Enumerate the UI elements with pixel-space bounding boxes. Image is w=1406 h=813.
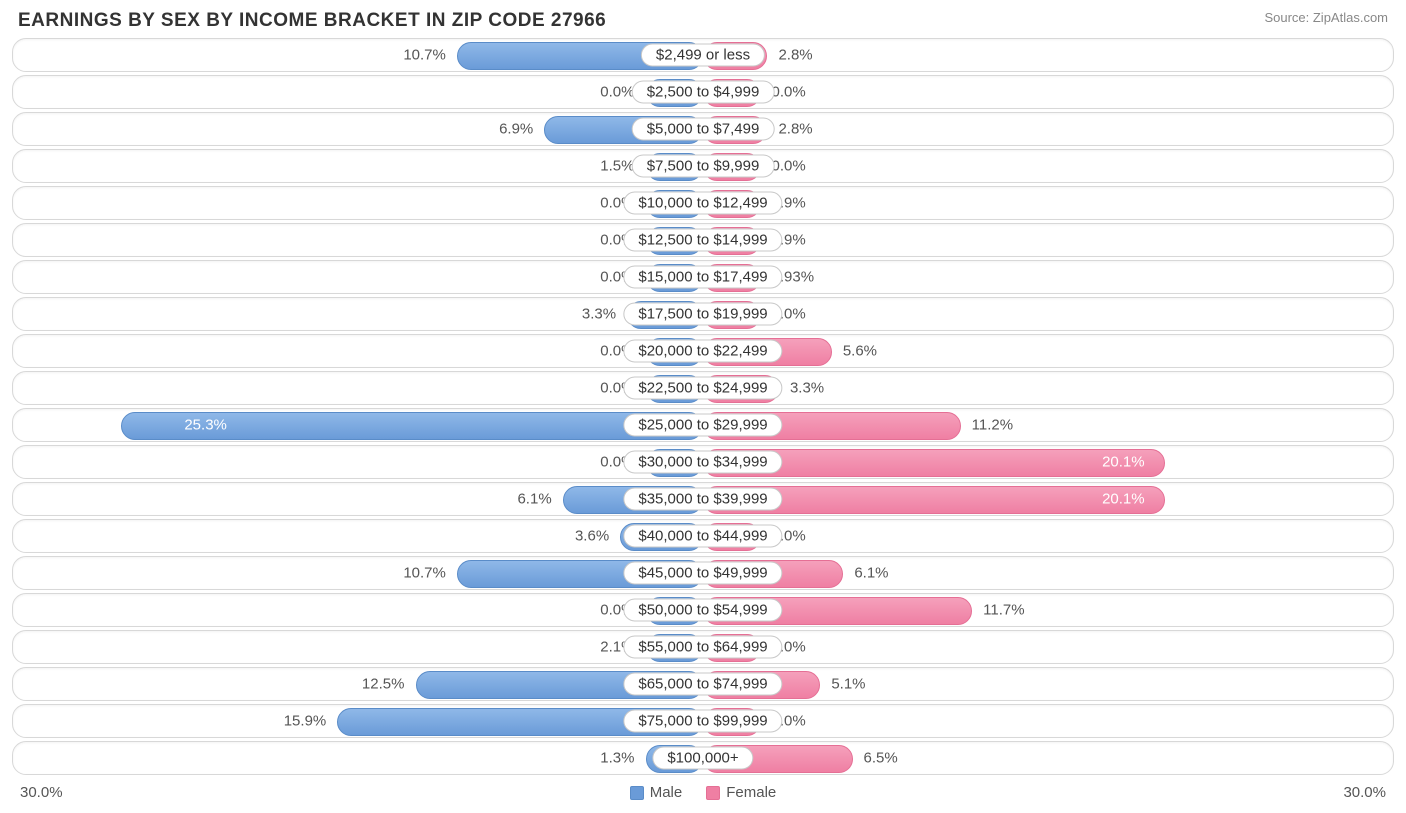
chart-row: 0.0%3.3%$22,500 to $24,999 — [12, 371, 1394, 405]
male-swatch-icon — [630, 786, 644, 800]
male-value-label: 1.5% — [600, 158, 634, 175]
legend-female: Female — [706, 784, 776, 801]
female-value-label: 0.0% — [772, 84, 806, 101]
category-label: $2,499 or less — [641, 44, 765, 67]
female-value-label: 11.2% — [972, 417, 1013, 434]
legend: Male Female — [630, 784, 777, 801]
male-value-label: 10.7% — [403, 47, 446, 64]
category-label: $10,000 to $12,499 — [623, 192, 782, 215]
axis-max-left: 30.0% — [20, 784, 63, 801]
legend-male-label: Male — [650, 784, 683, 801]
chart-row: 0.0%20.1%$30,000 to $34,999 — [12, 445, 1394, 479]
chart-row: 1.3% 6.5% $100,000+ — [12, 741, 1394, 775]
category-label: $40,000 to $44,999 — [623, 525, 782, 548]
male-value-label: 0.0% — [600, 84, 634, 101]
category-label: $50,000 to $54,999 — [623, 599, 782, 622]
female-value-label: 6.1% — [854, 565, 888, 582]
male-value-label: 6.9% — [499, 121, 533, 138]
female-value-label: 2.8% — [778, 121, 812, 138]
chart-title: EARNINGS BY SEX BY INCOME BRACKET IN ZIP… — [18, 10, 606, 32]
female-value-label: 2.8% — [778, 47, 812, 64]
category-label: $30,000 to $34,999 — [623, 451, 782, 474]
category-label: $45,000 to $49,999 — [623, 562, 782, 585]
chart-row: 12.5% 5.1% $65,000 to $74,999 — [12, 667, 1394, 701]
female-value-label: 6.5% — [864, 750, 898, 767]
category-label: $25,000 to $29,999 — [623, 414, 782, 437]
chart-row: 0.0% 0.0%$2,500 to $4,999 — [12, 75, 1394, 109]
female-value-label: 5.1% — [831, 676, 865, 693]
chart-area: 10.7%2.8%$2,499 or less0.0%0.0%$2,500 to… — [0, 38, 1406, 775]
chart-row: 10.7% 6.1% $45,000 to $49,999 — [12, 556, 1394, 590]
legend-male: Male — [630, 784, 683, 801]
category-label: $12,500 to $14,999 — [623, 229, 782, 252]
female-value-label: 3.3% — [790, 380, 824, 397]
chart-row: 0.0%0.93%$15,000 to $17,499 — [12, 260, 1394, 294]
chart-row: 25.3% 11.2% $25,000 to $29,999 — [12, 408, 1394, 442]
category-label: $75,000 to $99,999 — [623, 710, 782, 733]
chart-row: 1.5% 0.0%$7,500 to $9,999 — [12, 149, 1394, 183]
male-value-label: 1.3% — [600, 750, 634, 767]
female-value-label: 0.0% — [772, 158, 806, 175]
chart-row: 2.1%0.0%$55,000 to $64,999 — [12, 630, 1394, 664]
legend-female-label: Female — [726, 784, 776, 801]
category-label: $20,000 to $22,499 — [623, 340, 782, 363]
category-label: $22,500 to $24,999 — [623, 377, 782, 400]
category-label: $17,500 to $19,999 — [623, 303, 782, 326]
category-label: $5,000 to $7,499 — [632, 118, 775, 141]
source-attribution: Source: ZipAtlas.com — [1264, 10, 1388, 25]
chart-row: 0.0%5.6%$20,000 to $22,499 — [12, 334, 1394, 368]
chart-row: 0.0%1.9%$12,500 to $14,999 — [12, 223, 1394, 257]
chart-row: 6.1% 20.1% $35,000 to $39,999 — [12, 482, 1394, 516]
category-label: $100,000+ — [652, 747, 753, 770]
axis-max-right: 30.0% — [1343, 784, 1386, 801]
male-value-label: 3.6% — [575, 528, 609, 545]
male-value-label: 15.9% — [284, 713, 327, 730]
chart-footer: 30.0% Male Female 30.0% — [0, 778, 1406, 801]
chart-row: 0.0%1.9%$10,000 to $12,499 — [12, 186, 1394, 220]
category-label: $2,500 to $4,999 — [632, 81, 775, 104]
chart-row: 15.9%0.0%$75,000 to $99,999 — [12, 704, 1394, 738]
male-value-label: 12.5% — [362, 676, 405, 693]
category-label: $65,000 to $74,999 — [623, 673, 782, 696]
male-value-label: 10.7% — [403, 565, 446, 582]
female-value-label: 11.7% — [983, 602, 1024, 619]
male-value-label: 3.3% — [582, 306, 616, 323]
chart-row: 6.9% 2.8%$5,000 to $7,499 — [12, 112, 1394, 146]
category-label: $15,000 to $17,499 — [623, 266, 782, 289]
category-label: $35,000 to $39,999 — [623, 488, 782, 511]
chart-row: 3.3%0.0%$17,500 to $19,999 — [12, 297, 1394, 331]
female-value-label: 20.1% — [1102, 491, 1145, 508]
female-swatch-icon — [706, 786, 720, 800]
male-value-label: 25.3% — [184, 417, 227, 434]
chart-row: 10.7% 2.8% $2,499 or less — [12, 38, 1394, 72]
chart-row: 0.0%11.7%$50,000 to $54,999 — [12, 593, 1394, 627]
female-value-label: 5.6% — [843, 343, 877, 360]
chart-row: 3.6%0.0%$40,000 to $44,999 — [12, 519, 1394, 553]
female-value-label: 20.1% — [1102, 454, 1145, 471]
category-label: $7,500 to $9,999 — [632, 155, 775, 178]
category-label: $55,000 to $64,999 — [623, 636, 782, 659]
male-value-label: 6.1% — [517, 491, 551, 508]
